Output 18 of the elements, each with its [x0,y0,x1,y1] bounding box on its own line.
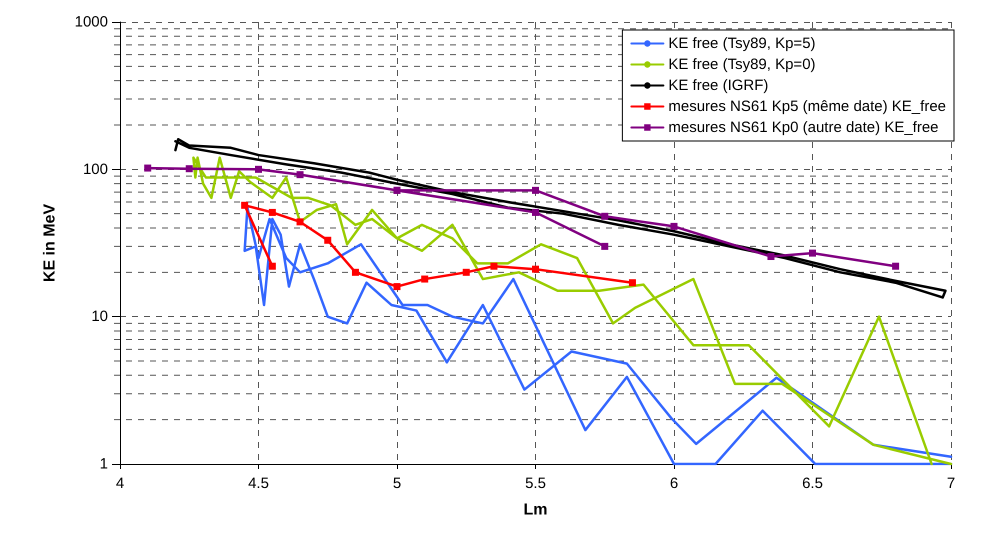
x-tick-label: 4 [116,475,124,492]
legend-label: KE free (IGRF) [668,77,768,94]
x-tick-label: 6.5 [802,475,823,492]
y-axis-title: KE in MeV [42,204,58,282]
y-tick-label: 100 [82,160,108,178]
x-tick-label: 5.5 [525,475,546,492]
legend-label: KE free (Tsy89, Kp=5) [668,35,816,52]
legend-label: mesures NS61 Kp5 (même date) KE_free [668,98,946,115]
x-tick-label: 5 [392,475,402,492]
legend-label: mesures NS61 Kp0 (autre date) KE_free [668,119,939,136]
x-tick-label: 6 [670,475,678,492]
x-tick-label: 4.5 [248,475,269,492]
y-tick-label: 10 [91,308,108,326]
x-axis-title: Lm [524,502,548,518]
x-tick-label: 7 [946,475,956,492]
legend-label: KE free (Tsy89, Kp=0) [668,56,816,73]
y-tick-label: 1000 [74,14,108,30]
y-tick-label: 1 [100,456,108,472]
